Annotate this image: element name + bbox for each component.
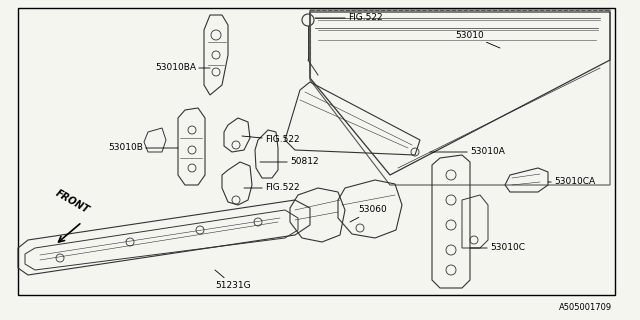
Text: FIG.522: FIG.522 (315, 13, 383, 22)
Text: FIG.522: FIG.522 (242, 135, 300, 145)
Text: FRONT: FRONT (53, 188, 91, 215)
Text: 53010B: 53010B (108, 143, 178, 153)
Text: A505001709: A505001709 (559, 303, 612, 312)
Text: FIG.522: FIG.522 (244, 183, 300, 193)
Text: 50812: 50812 (260, 157, 319, 166)
Text: 53010BA: 53010BA (155, 63, 210, 73)
Text: 53010: 53010 (455, 30, 500, 48)
Text: 53060: 53060 (350, 205, 387, 222)
Bar (18, 8, 615, 295)
Text: 51231G: 51231G (215, 270, 251, 290)
Text: 53010C: 53010C (470, 244, 525, 252)
Text: 53010A: 53010A (430, 148, 505, 156)
Text: 53010CA: 53010CA (548, 178, 595, 187)
